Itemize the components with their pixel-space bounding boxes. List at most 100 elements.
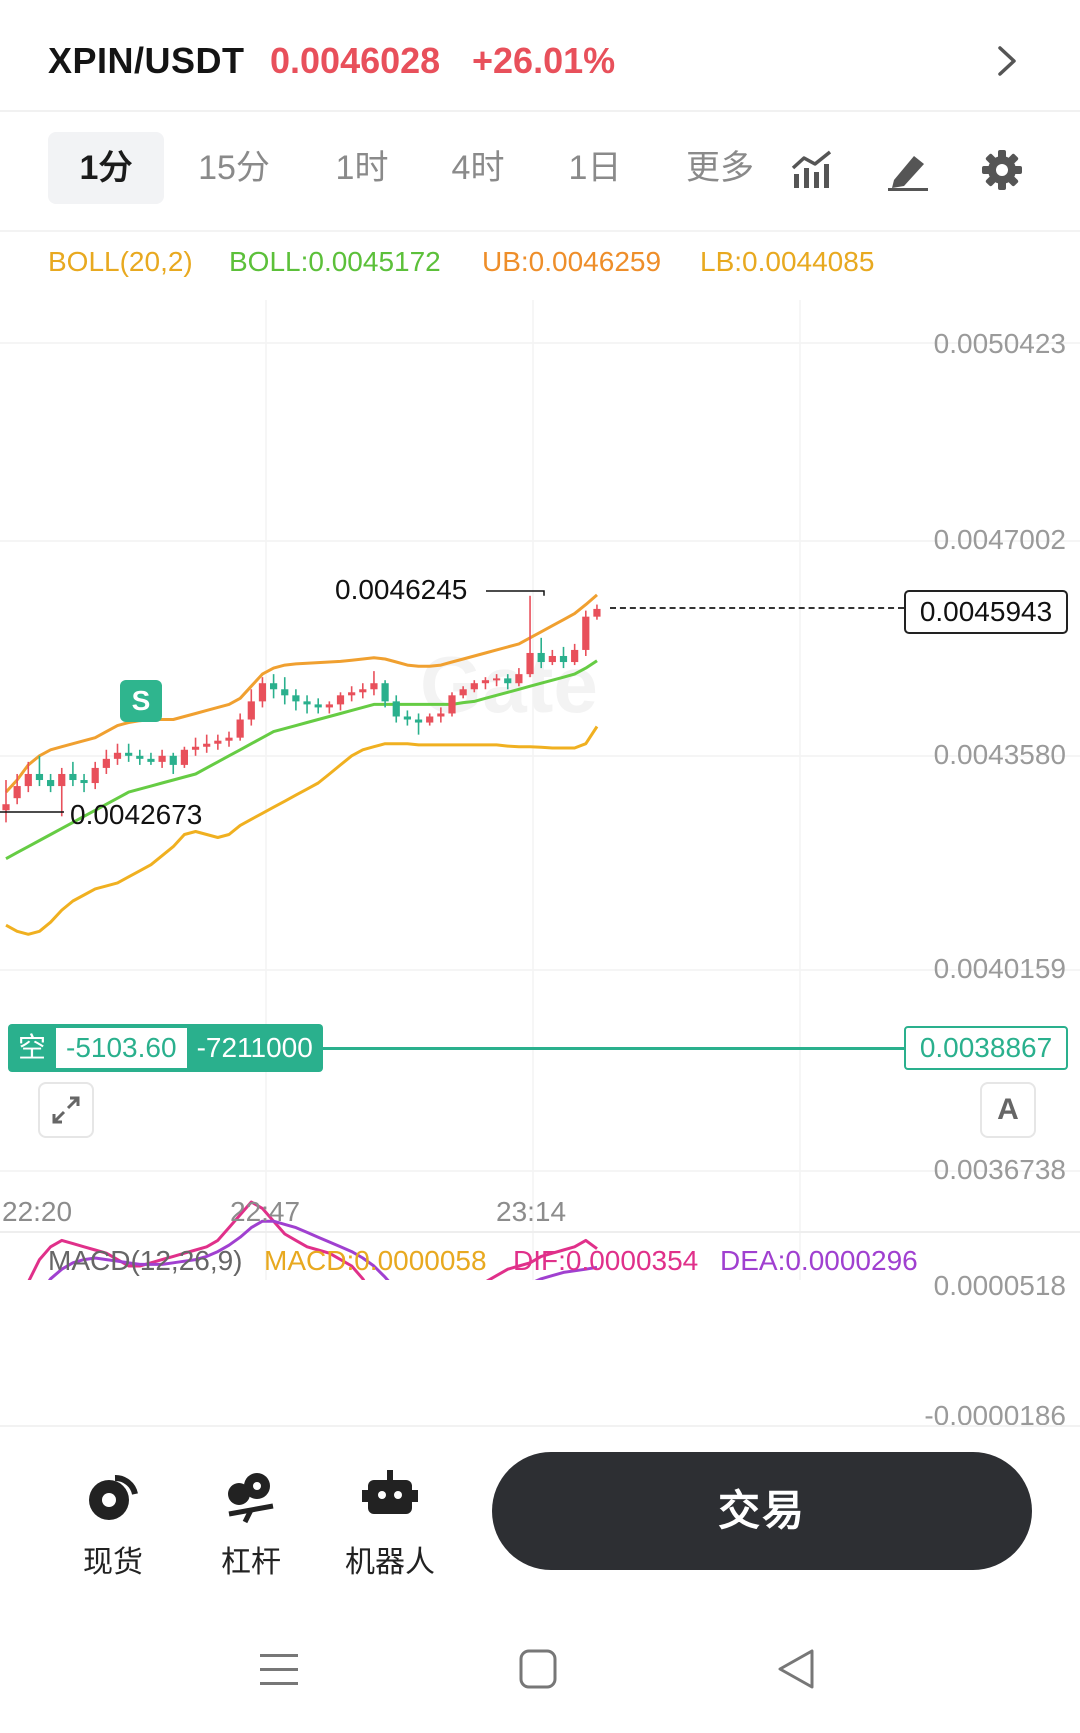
expand-icon[interactable]	[38, 1082, 94, 1138]
low-price-label: 0.0042673	[70, 799, 203, 830]
spot-coin-icon	[89, 1475, 138, 1520]
macd-dif-line	[27, 1200, 598, 1280]
position-size: -7211000	[196, 1032, 313, 1063]
tab-1d[interactable]: 1日	[568, 149, 622, 187]
macd-dea-line	[47, 1219, 598, 1280]
candle-body	[225, 737, 233, 741]
candle-body	[247, 701, 255, 720]
y-tick-label: 0.0043580	[933, 739, 1066, 770]
boll-lower-line	[5, 725, 599, 936]
candle-body	[147, 758, 155, 762]
x-tick-label: 23:14	[496, 1196, 567, 1227]
position-side: 空	[18, 1032, 47, 1063]
candle-body	[102, 758, 110, 768]
candle-body	[292, 695, 300, 702]
robot-icon	[362, 1470, 418, 1514]
nav-spot[interactable]: 现货	[53, 1468, 173, 1581]
candle-body	[80, 780, 88, 784]
candle-body	[158, 755, 166, 762]
candle-body	[559, 655, 568, 663]
candle-body	[125, 752, 133, 756]
candle-body	[593, 608, 601, 617]
y-tick-label: 0.0047002	[933, 524, 1066, 555]
candle-body	[548, 655, 556, 663]
position-line[interactable]	[300, 1047, 904, 1050]
margin-icon	[228, 1473, 274, 1524]
candle-body	[258, 683, 267, 702]
candle-body	[47, 780, 55, 787]
boll-mid-line	[5, 659, 598, 861]
nav-margin[interactable]: 杠杆	[191, 1468, 311, 1581]
candle-body	[359, 689, 367, 693]
candle-body	[214, 740, 222, 744]
candle-body	[303, 701, 311, 705]
candle-body	[426, 716, 434, 723]
price-change-percent: +26.01%	[472, 40, 616, 81]
candle-body	[526, 652, 534, 675]
tab-15m[interactable]: 15分	[198, 149, 270, 187]
candle-body	[69, 773, 77, 781]
price-chart[interactable]: Gate	[0, 290, 1080, 1280]
candle-body	[236, 719, 244, 738]
candle-body	[448, 695, 456, 714]
candle-body	[459, 689, 467, 696]
y-tick-label: 0.0050423	[933, 328, 1066, 359]
candle-body	[582, 616, 590, 650]
candle-body	[13, 786, 21, 799]
gear-icon[interactable]	[980, 148, 1024, 192]
tab-more[interactable]: 更多	[686, 149, 754, 187]
back-icon[interactable]	[776, 1648, 816, 1690]
high-price-label: 0.0046245	[335, 574, 468, 605]
current-price-tag: 0.0045943	[904, 590, 1068, 634]
candle-body	[504, 678, 512, 684]
nav-robot[interactable]: 机器人	[330, 1468, 450, 1581]
menu-icon[interactable]	[258, 1650, 300, 1690]
candle-body	[370, 683, 378, 690]
candle-body	[35, 773, 44, 781]
candle-body	[169, 755, 177, 765]
high-marker-line	[486, 590, 545, 596]
macd-legend-dif: DIF:0.0000354	[513, 1245, 699, 1276]
tab-1m[interactable]: 1分	[48, 132, 164, 204]
macd-legend-name: MACD(12,26,9)	[48, 1245, 243, 1276]
x-tick-label: 22:20	[2, 1196, 73, 1227]
current-price-line	[610, 607, 904, 609]
nav-robot-label: 机器人	[345, 1546, 435, 1579]
candle-body	[481, 680, 490, 684]
y-tick-label: 0.0036738	[933, 1154, 1066, 1185]
chevron-right-icon[interactable]	[992, 44, 1022, 78]
boll-upper-line	[4, 593, 598, 794]
candle-body	[515, 674, 523, 684]
nav-spot-label: 现货	[83, 1546, 143, 1579]
candle-body	[381, 683, 389, 702]
candle-body	[437, 713, 445, 717]
candle-body	[191, 746, 200, 750]
tab-1h[interactable]: 1时	[335, 149, 389, 187]
candle-body	[281, 689, 289, 696]
candle-body	[136, 755, 144, 759]
macd-y-tick-label: 0.0000518	[933, 1270, 1066, 1301]
indicator-chart-icon[interactable]	[790, 148, 834, 192]
candle-body	[493, 678, 501, 681]
candle-body	[325, 704, 333, 708]
position-pnl: -5103.60	[56, 1028, 187, 1068]
candle-body	[2, 804, 10, 811]
header-bar	[0, 0, 1080, 112]
nav-margin-label: 杠杆	[221, 1546, 281, 1579]
trading-pair[interactable]: XPIN/USDT	[48, 40, 245, 81]
position-tag[interactable]: 空 -5103.60 -7211000	[8, 1024, 323, 1072]
boll-legend-ub: UB:0.0046259	[482, 246, 662, 277]
candle-body	[571, 649, 579, 663]
tab-4h[interactable]: 4时	[451, 149, 505, 187]
macd-legend-dea: DEA:0.0000296	[720, 1245, 918, 1276]
x-tick-label: 22:47	[230, 1196, 301, 1227]
candle-body	[180, 749, 188, 765]
draw-pen-icon[interactable]	[886, 148, 930, 192]
y-tick-label: 0.0040159	[933, 953, 1066, 984]
sell-signal-marker[interactable]: S	[120, 680, 162, 722]
candle-body	[336, 695, 345, 705]
auto-scale-button[interactable]: A	[980, 1082, 1036, 1138]
home-icon[interactable]	[518, 1648, 558, 1690]
trade-button[interactable]: 交易	[492, 1452, 1032, 1570]
last-price: 0.0046028	[270, 40, 441, 81]
